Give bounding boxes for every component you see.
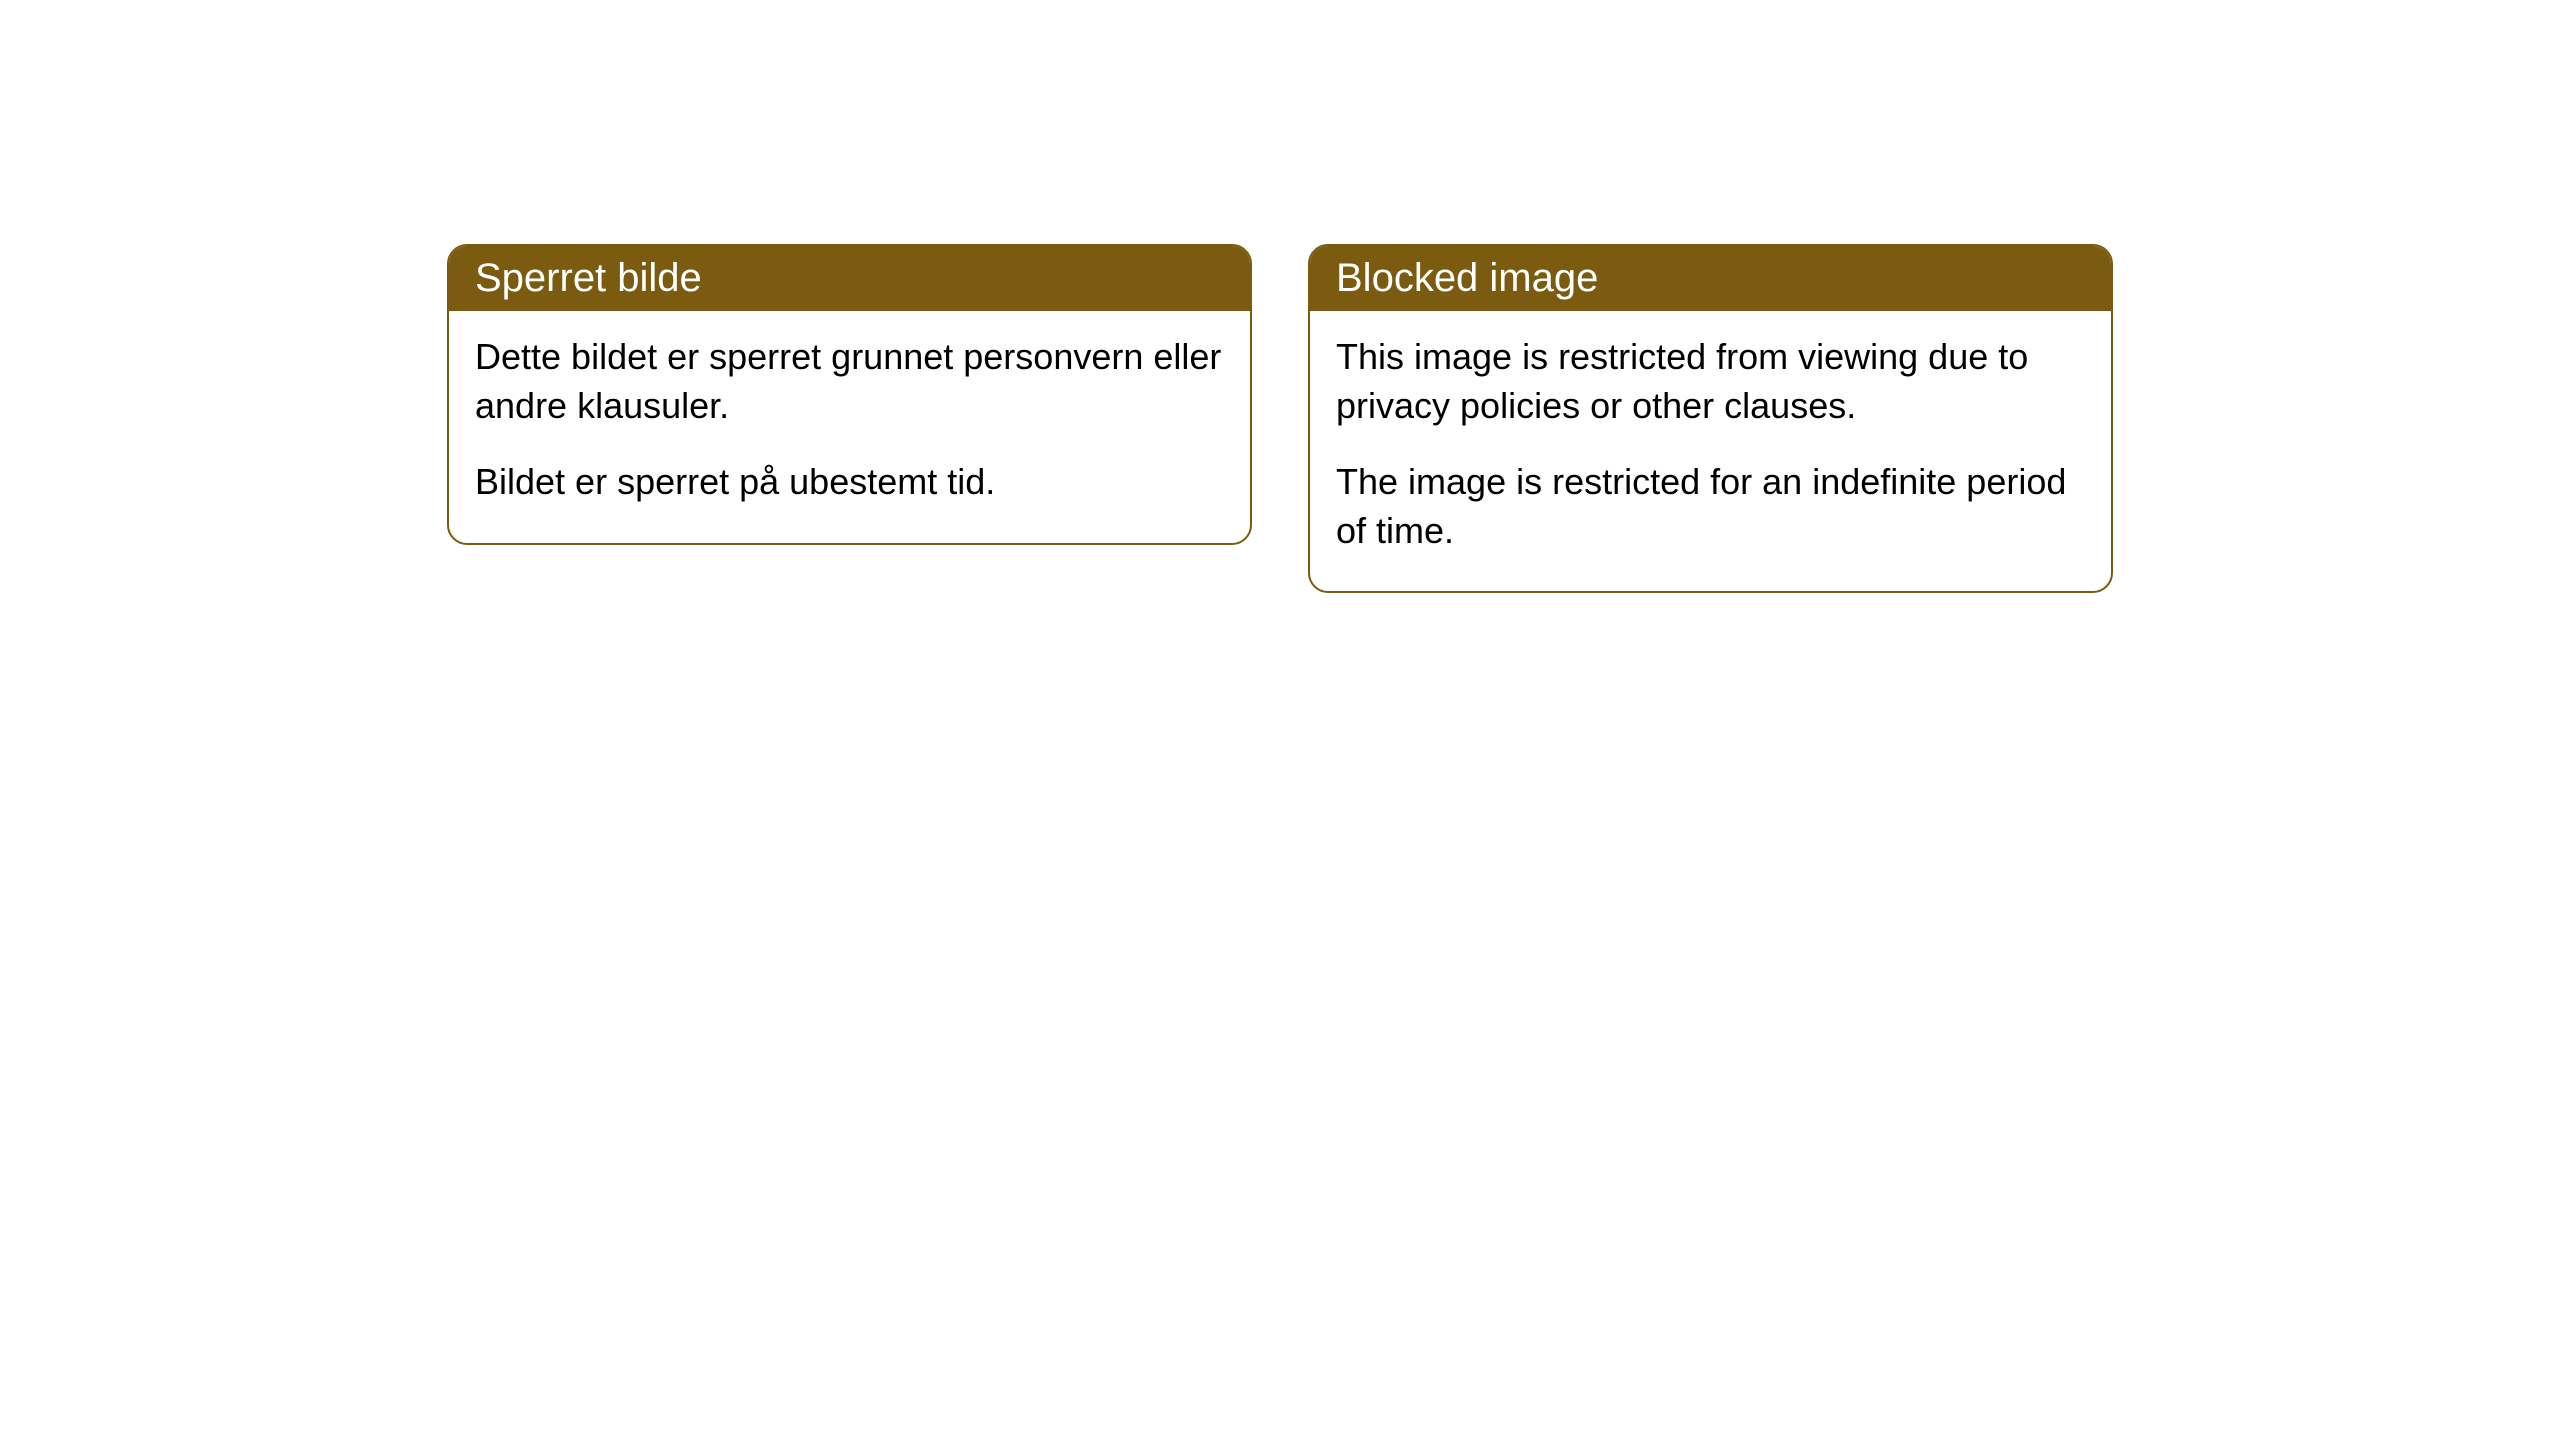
card-paragraph: Bildet er sperret på ubestemt tid. <box>475 458 1224 507</box>
card-header: Sperret bilde <box>449 246 1250 311</box>
notice-card-english: Blocked image This image is restricted f… <box>1308 244 2113 593</box>
card-header: Blocked image <box>1310 246 2111 311</box>
card-title: Blocked image <box>1336 256 1598 300</box>
notice-cards-container: Sperret bilde Dette bildet er sperret gr… <box>447 244 2113 1440</box>
card-paragraph: The image is restricted for an indefinit… <box>1336 458 2085 555</box>
card-body: Dette bildet er sperret grunnet personve… <box>449 311 1250 543</box>
card-body: This image is restricted from viewing du… <box>1310 311 2111 591</box>
notice-card-norwegian: Sperret bilde Dette bildet er sperret gr… <box>447 244 1252 545</box>
card-paragraph: Dette bildet er sperret grunnet personve… <box>475 333 1224 430</box>
card-title: Sperret bilde <box>475 256 702 300</box>
card-paragraph: This image is restricted from viewing du… <box>1336 333 2085 430</box>
